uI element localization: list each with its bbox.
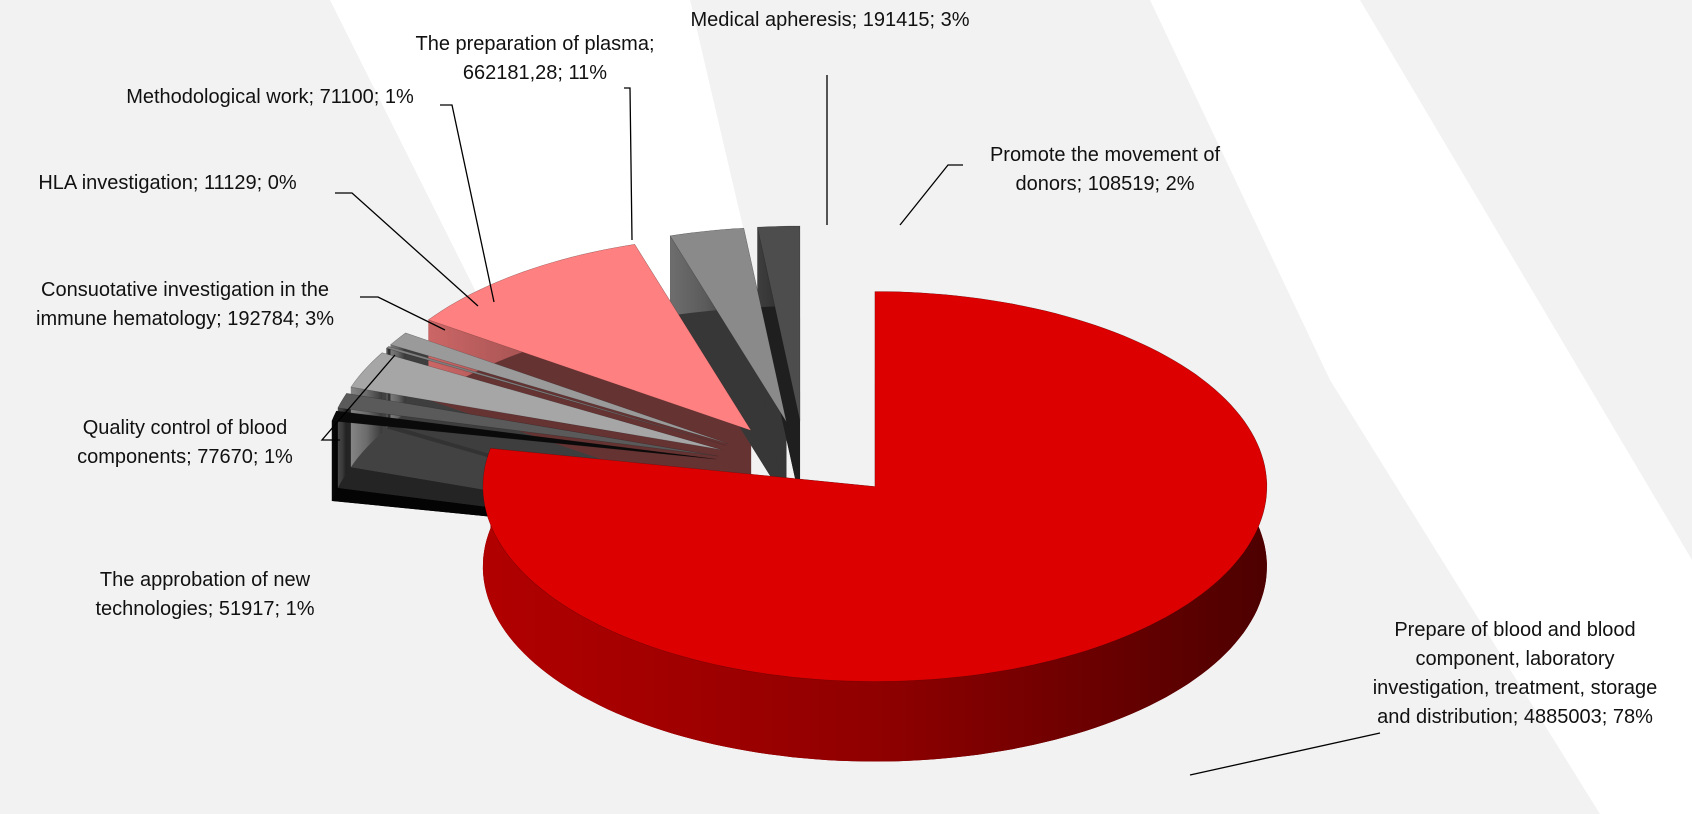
slice-label: The approbation of new technologies; 519… <box>95 569 315 620</box>
slice-side <box>331 411 337 501</box>
slice-label: The preparation of plasma; 662181,28; 11… <box>415 33 655 84</box>
slice <box>669 227 787 423</box>
slice-label: Quality control of blood components; 776… <box>77 417 293 468</box>
slice-label: Promote the movement of donors; 108519; … <box>989 144 1221 195</box>
slice <box>350 352 723 451</box>
slices <box>331 225 1268 762</box>
slice <box>757 225 801 422</box>
slice-label: Consuotative investigation in the immune… <box>36 279 334 330</box>
slice-label: HLA investigation; 11129; 0% <box>38 172 297 194</box>
slice <box>427 243 752 432</box>
slice <box>389 332 729 444</box>
slice <box>482 291 1268 682</box>
slice <box>331 410 717 460</box>
slice <box>385 346 727 446</box>
slice-label: Methodological work; 71100; 1% <box>126 86 414 108</box>
slice <box>337 392 718 457</box>
slice-label: Prepare of blood and blood component, la… <box>1372 619 1658 728</box>
leader-lines <box>320 75 1381 776</box>
slice-label: Medical apheresis; 191415; 3% <box>690 9 970 31</box>
